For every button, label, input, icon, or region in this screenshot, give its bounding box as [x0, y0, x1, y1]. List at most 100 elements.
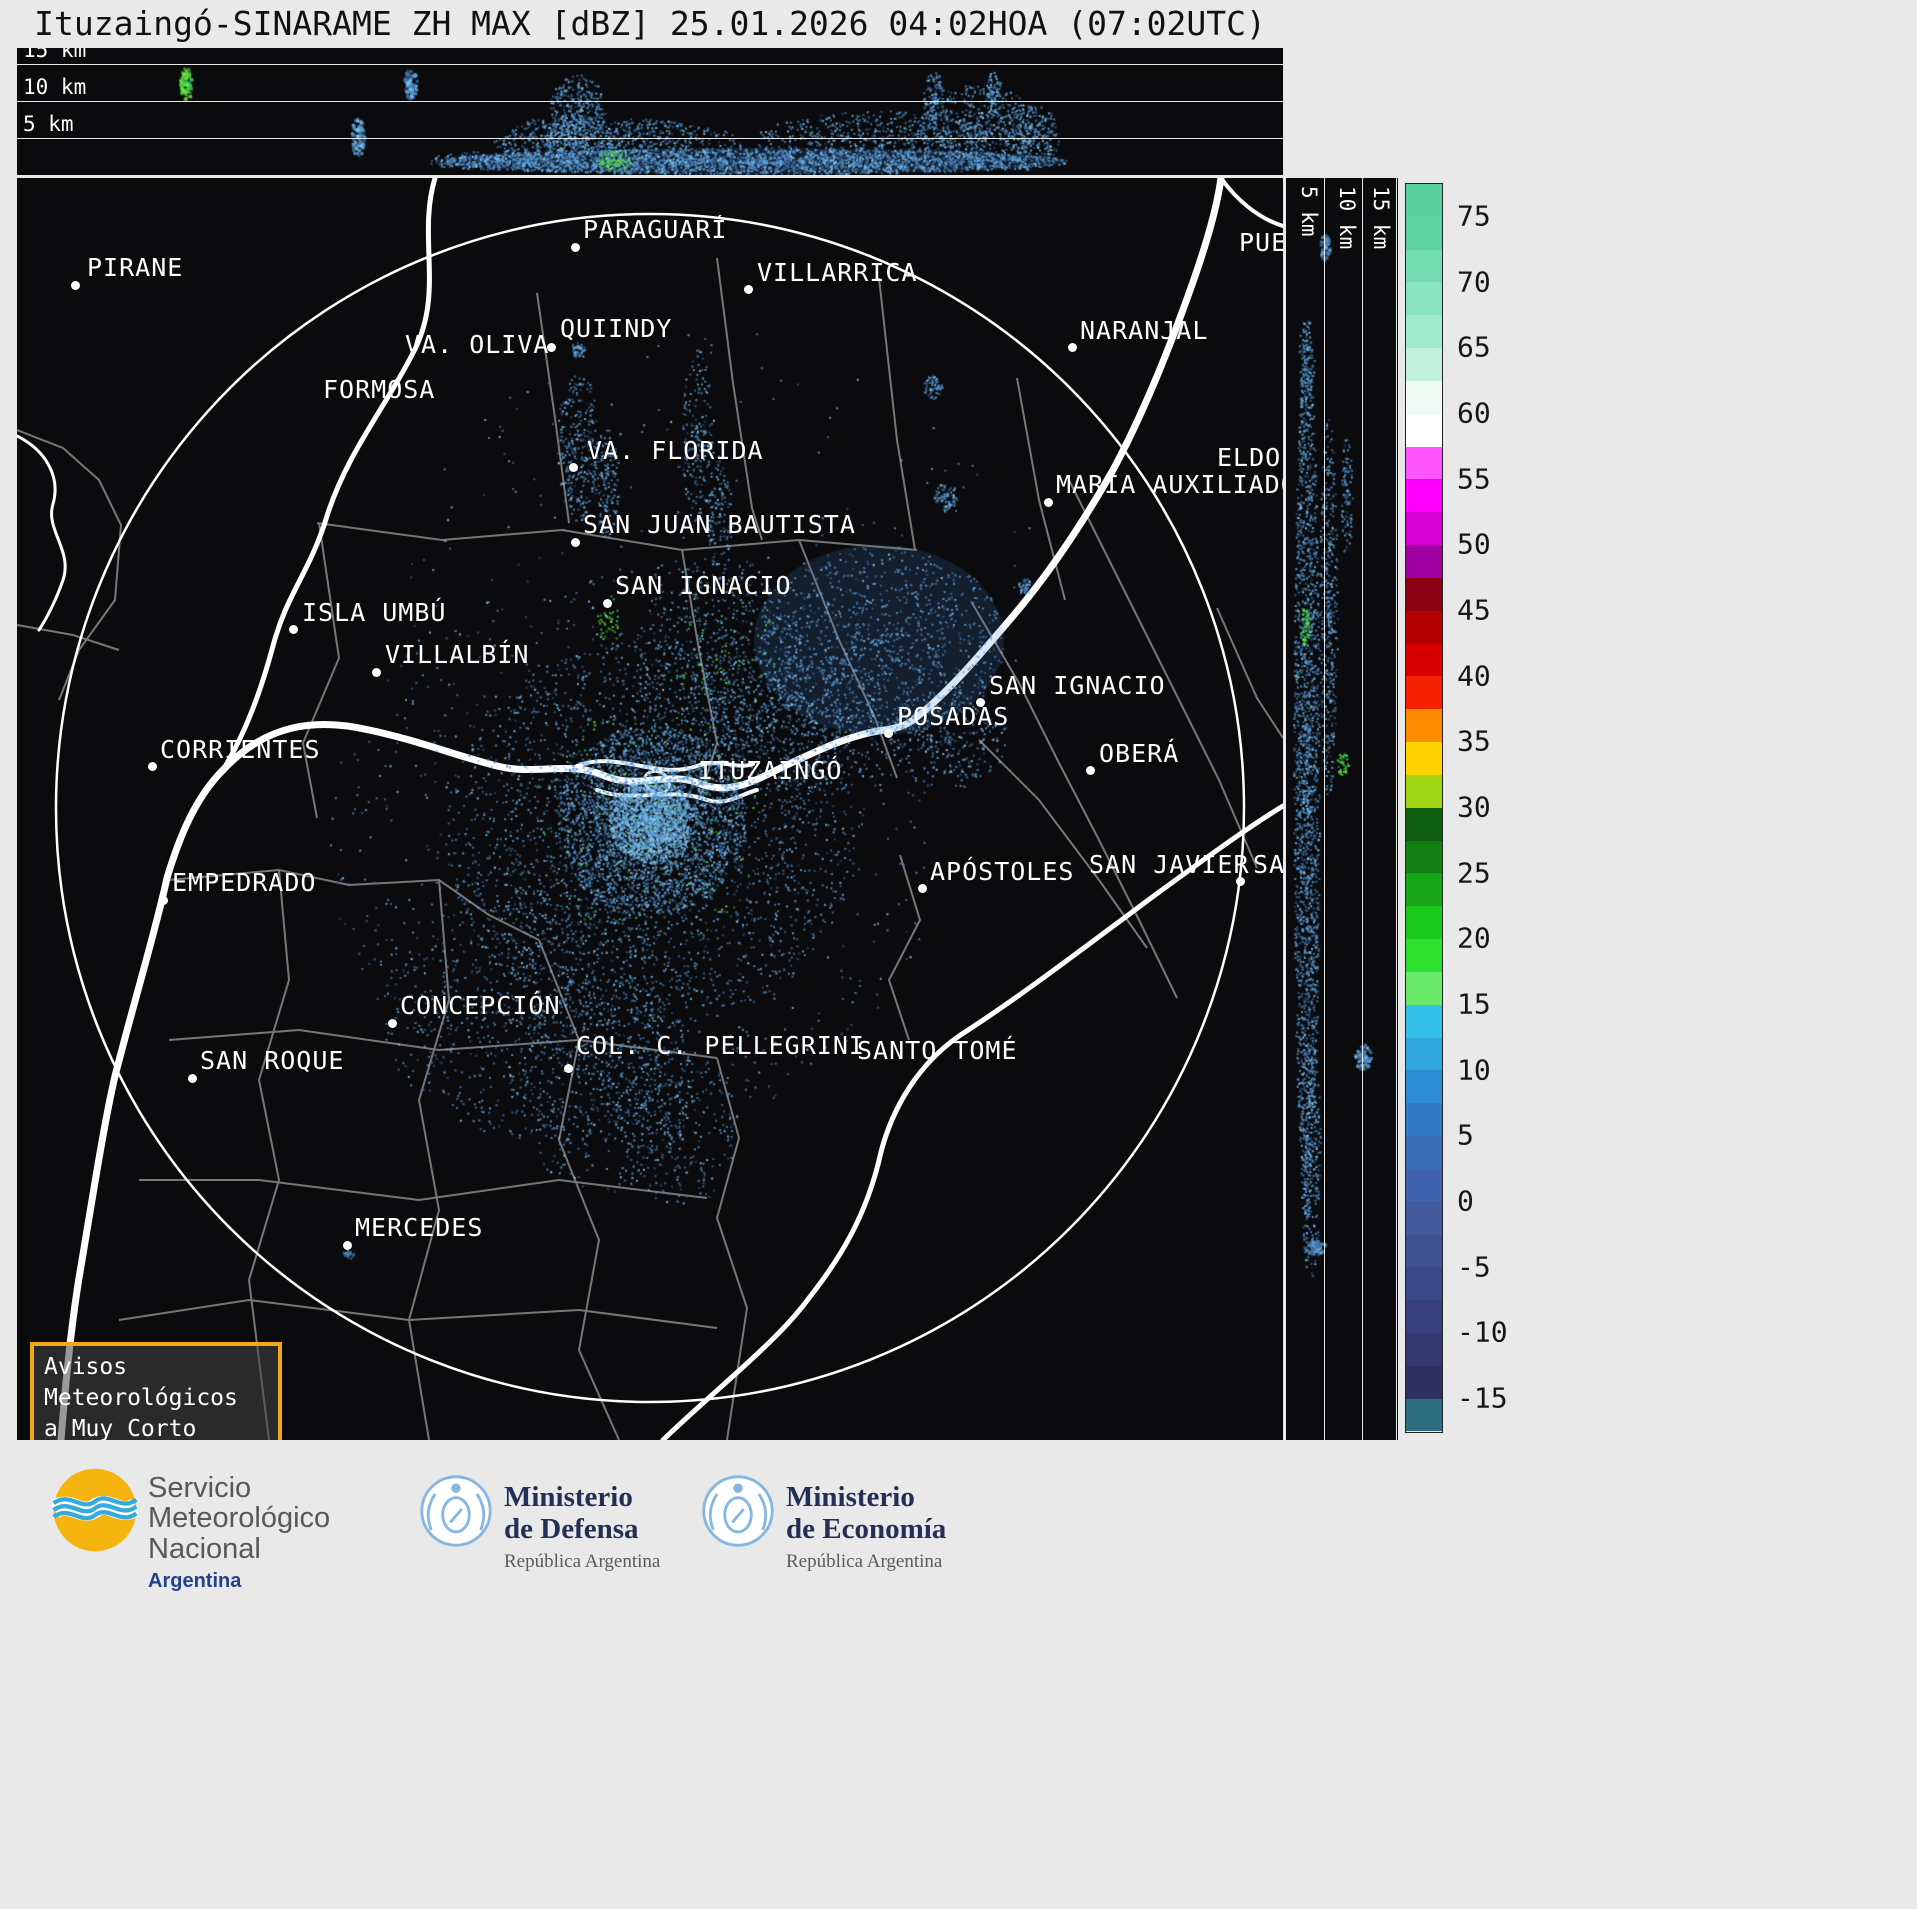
right-cross-section-panel: 5 km 10 km 15 km	[1286, 178, 1398, 1440]
city-dot	[1068, 343, 1077, 352]
city-label: PUE	[1239, 228, 1283, 257]
economia-line1: Ministerio	[786, 1481, 915, 1513]
right-cross-section-echo-canvas	[1286, 178, 1398, 1440]
city-label: ISLA UMBÚ	[302, 598, 447, 627]
colorbar-segment	[1406, 348, 1442, 381]
city-label: SAN IGNACIO	[615, 571, 792, 600]
colorbar-segment	[1406, 906, 1442, 940]
city-dot	[372, 668, 381, 677]
city-dot	[388, 1019, 397, 1028]
colorbar-segment	[1406, 971, 1442, 1005]
ministry-crest-icon	[420, 1475, 492, 1547]
city-label: VA. OLIVA	[405, 330, 550, 359]
altitude-label: 15 km	[1369, 186, 1393, 250]
colorbar-segment	[1406, 807, 1442, 841]
colorbar-segment	[1406, 1398, 1442, 1432]
colorbar-segment	[1406, 380, 1442, 414]
altitude-gridline	[1324, 178, 1325, 1440]
city-label: MARÍA AUXILIADO	[1056, 470, 1283, 499]
economia-sub: República Argentina	[786, 1550, 943, 1572]
colorbar-tick-label: 40	[1457, 659, 1491, 693]
colorbar-segment	[1406, 1070, 1442, 1104]
smn-logo-icon	[47, 1468, 143, 1552]
colorbar-segment	[1406, 939, 1442, 972]
smn-name-line3: Nacional	[148, 1532, 261, 1565]
smn-country: Argentina	[148, 1570, 242, 1593]
smn-text-block: Servicio Meteorológico Nacional Argentin…	[148, 1473, 330, 1593]
city-label: PIRANE	[87, 253, 184, 282]
colorbar: 75 70 65 60 55 50 45 40 35 30 25 20 15 10 5 0 -5 -10 -15	[1405, 183, 1705, 1435]
ministry-crest-icon	[702, 1475, 774, 1547]
city-label: EMPEDRADO	[172, 868, 317, 897]
city-label: APÓSTOLES	[930, 857, 1075, 886]
colorbar-segment	[1406, 1332, 1442, 1366]
colorbar-segment	[1406, 512, 1442, 546]
altitude-gridline	[17, 64, 1283, 65]
colorbar-tick-label: 65	[1457, 330, 1491, 364]
colorbar-segment	[1406, 282, 1442, 316]
city-dot	[289, 625, 298, 634]
colorbar-tick-label: -5	[1457, 1250, 1491, 1284]
city-dot	[569, 463, 578, 472]
city-label: ELDO	[1217, 443, 1282, 472]
page-title: Ituzaingó-SINARAME ZH MAX [dBZ] 25.01.20…	[34, 4, 1266, 43]
smn-name-line1: Servicio	[148, 1472, 252, 1504]
defensa-crest-block	[418, 1473, 494, 1553]
warning-line-2: a Muy Corto Plazo	[44, 1416, 197, 1440]
altitude-gridline	[17, 138, 1283, 139]
smn-name-line2: Meteorológico	[148, 1502, 331, 1535]
colorbar-segment	[1406, 216, 1442, 250]
city-label: CORRIENTES	[160, 735, 321, 764]
city-dot	[1236, 877, 1245, 886]
city-label: FORMOSA	[323, 375, 436, 404]
colorbar-segment	[1406, 1234, 1442, 1268]
colorbar-segment	[1406, 1037, 1442, 1071]
colorbar-segment	[1406, 1201, 1442, 1235]
colorbar-tick-label: -10	[1457, 1315, 1508, 1349]
colorbar-segment	[1406, 577, 1442, 611]
defensa-line1: Ministerio	[504, 1481, 633, 1513]
city-label: ITUZAINGÓ	[698, 756, 843, 785]
colorbar-segment	[1406, 643, 1442, 677]
colorbar-tick-label: 20	[1457, 921, 1491, 955]
colorbar-tick-label: 50	[1457, 527, 1491, 561]
colorbar-segment	[1406, 1365, 1442, 1399]
colorbar-tick-label: 30	[1457, 790, 1491, 824]
city-dot	[564, 1064, 573, 1073]
colorbar-segment	[1406, 1004, 1442, 1038]
top-cross-section-panel: 15 km 10 km 5 km	[17, 48, 1283, 175]
colorbar-tick-label: -15	[1457, 1381, 1508, 1415]
city-label: VA. FLORIDA	[587, 436, 764, 465]
city-label: OBERÁ	[1099, 739, 1180, 768]
city-label: SANTO TOMÉ	[857, 1036, 1018, 1065]
city-dot	[744, 285, 753, 294]
colorbar-segment	[1406, 249, 1442, 283]
colorbar-segment	[1406, 873, 1442, 907]
radar-map-panel: PIRANE PARAGUARÍ PUE VILLARRICA QUIINDY VA. O…	[17, 178, 1283, 1440]
city-label: SAN JAVIER	[1089, 850, 1250, 879]
city-dot	[976, 698, 985, 707]
city-dot	[603, 599, 612, 608]
colorbar-segment	[1406, 446, 1442, 480]
city-dot	[71, 281, 80, 290]
colorbar-segment	[1406, 413, 1442, 447]
city-label: MERCEDES	[355, 1213, 484, 1242]
city-label: SAN IGNACIO	[989, 671, 1166, 700]
colorbar-tick-label: 35	[1457, 724, 1491, 758]
city-dot	[1044, 498, 1053, 507]
city-dot	[148, 762, 157, 771]
city-label: VILLARRICA	[757, 258, 918, 287]
colorbar-tick-label: 0	[1457, 1184, 1474, 1218]
warning-box[interactable]: Avisos Meteorológicos a Muy Corto Plazo	[30, 1342, 282, 1440]
colorbar-segment	[1406, 315, 1442, 349]
colorbar-tick-label: 10	[1457, 1053, 1491, 1087]
altitude-label: 5 km	[1297, 186, 1321, 237]
footer: Servicio Meteorológico Nacional Argentin…	[0, 1443, 1917, 1909]
city-dot	[343, 1241, 352, 1250]
defensa-text-block: Ministerio de Defensa República Argentin…	[504, 1481, 660, 1573]
city-label: COL. C. PELLEGRINI	[576, 1031, 865, 1060]
warning-line-1: Avisos Meteorológicos	[44, 1354, 238, 1412]
colorbar-tick-label: 45	[1457, 593, 1491, 627]
colorbar-segment	[1406, 610, 1442, 644]
city-label: NARANJAL	[1080, 316, 1209, 345]
